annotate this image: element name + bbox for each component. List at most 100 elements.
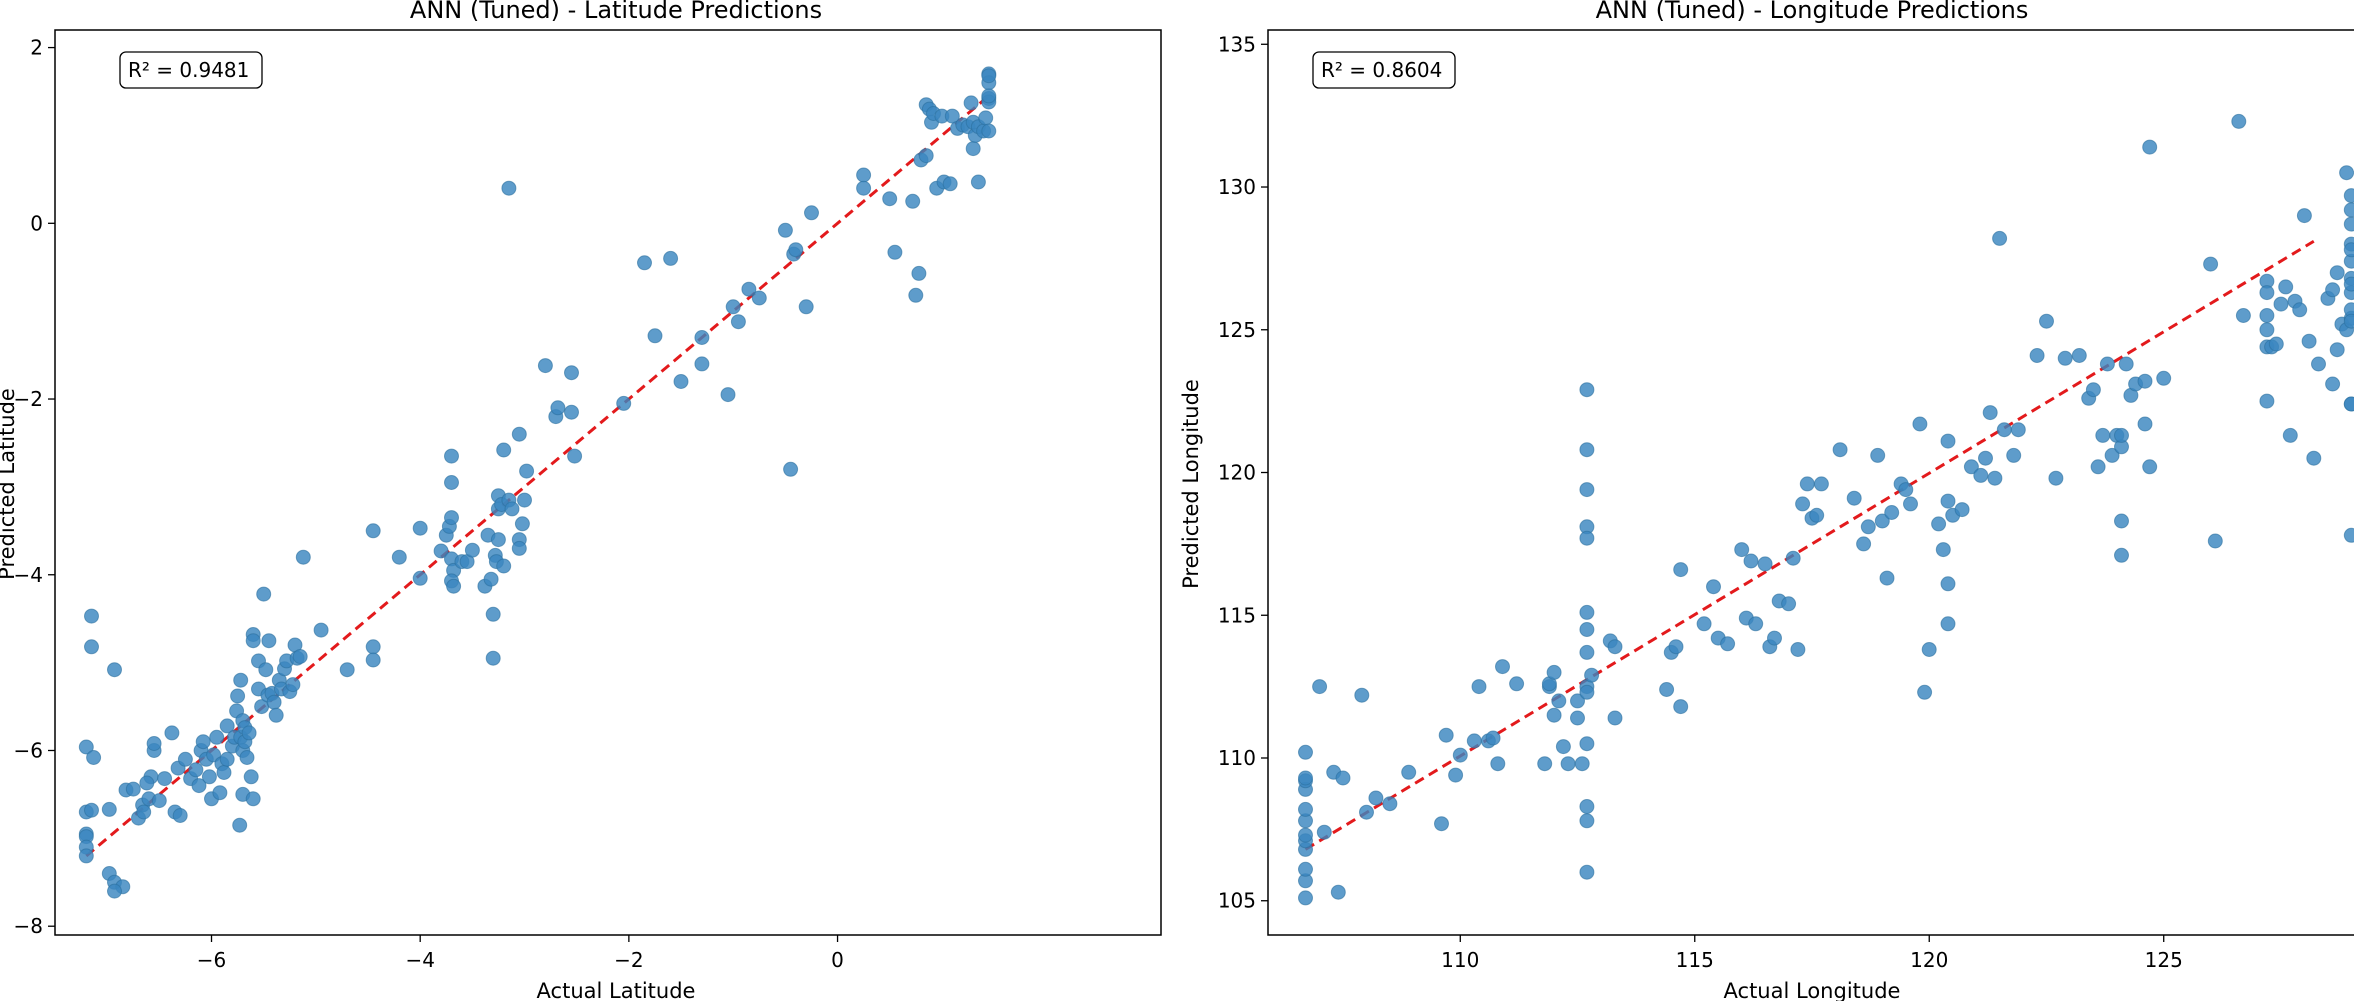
longitude-data-point xyxy=(1659,682,1675,697)
longitude-data-point xyxy=(1438,727,1454,743)
latitude-data-point xyxy=(485,650,501,666)
latitude-data-point xyxy=(391,549,407,565)
latitude-data-point xyxy=(519,463,535,479)
longitude-data-point xyxy=(1298,861,1313,877)
longitude-data-point xyxy=(2090,459,2106,475)
latitude-data-point xyxy=(365,523,381,539)
latitude-data-point xyxy=(908,287,924,303)
latitude-data-point xyxy=(139,775,155,791)
longitude-data-point xyxy=(2259,308,2275,323)
longitude-data-point xyxy=(2292,302,2308,318)
latitude-points xyxy=(78,66,997,899)
longitude-x-ticks: 110 115 120 125 xyxy=(1441,935,2183,972)
longitude-data-point xyxy=(1316,824,1332,840)
latitude-data-point xyxy=(517,492,532,508)
latitude-data-point xyxy=(918,148,934,164)
longitude-data-point xyxy=(1546,664,1562,680)
longitude-data-point xyxy=(1884,505,1900,520)
longitude-data-point xyxy=(2259,322,2275,338)
latitude-data-point xyxy=(887,244,903,260)
latitude-data-point xyxy=(616,395,632,411)
latitude-y-tick-label: −4 xyxy=(14,563,43,587)
latitude-data-point xyxy=(365,639,381,655)
latitude-data-point xyxy=(241,725,257,741)
latitude-data-point xyxy=(191,778,207,794)
longitude-data-point xyxy=(1935,542,1951,558)
longitude-plot-frame xyxy=(1267,29,2354,936)
latitude-data-point xyxy=(433,543,449,559)
longitude-x-tick-label: 120 xyxy=(1910,948,1948,972)
longitude-data-point xyxy=(1359,804,1374,820)
latitude-data-point xyxy=(136,804,152,820)
longitude-data-point xyxy=(1579,736,1595,752)
longitude-data-point xyxy=(2010,422,2026,438)
latitude-data-point xyxy=(741,281,757,297)
longitude-data-point xyxy=(2048,470,2064,486)
latitude-reference-line xyxy=(85,94,990,858)
longitude-data-point xyxy=(1743,553,1759,569)
longitude-data-point xyxy=(1813,476,1829,492)
longitude-data-point xyxy=(1607,710,1623,726)
latitude-data-point xyxy=(496,442,512,458)
latitude-data-point xyxy=(694,356,710,372)
longitude-data-point xyxy=(2231,113,2247,129)
latitude-data-point xyxy=(78,848,94,864)
longitude-data-point xyxy=(1471,679,1487,695)
longitude-data-point xyxy=(1579,604,1595,620)
latitude-data-point xyxy=(637,255,652,271)
latitude-data-point xyxy=(647,328,663,344)
latitude-data-point xyxy=(84,802,99,818)
longitude-data-point xyxy=(1448,767,1464,783)
latitude-y-axis-label: Predicted Latitude xyxy=(0,388,19,580)
longitude-x-tick-label: 115 xyxy=(1676,948,1714,972)
longitude-data-point xyxy=(1785,550,1801,566)
latitude-data-point xyxy=(219,718,235,734)
longitude-data-point xyxy=(2118,356,2134,372)
latitude-data-point xyxy=(694,330,710,345)
longitude-data-point xyxy=(1790,642,1806,657)
longitude-y-tick-label: 115 xyxy=(1218,603,1256,627)
latitude-data-point xyxy=(564,404,579,420)
longitude-data-point xyxy=(2142,139,2158,155)
latitude-data-point xyxy=(84,608,99,624)
latitude-r2-annotation: R² = 0.9481 xyxy=(128,58,249,82)
latitude-data-point xyxy=(483,571,499,587)
latitude-data-point xyxy=(157,771,173,787)
latitude-data-point xyxy=(981,88,997,104)
latitude-data-point xyxy=(511,426,527,442)
longitude-data-point xyxy=(1560,756,1576,772)
latitude-x-tick-label: −2 xyxy=(614,948,643,972)
latitude-x-tick-label: −4 xyxy=(405,948,434,972)
longitude-data-point xyxy=(2278,279,2294,295)
latitude-data-point xyxy=(84,639,99,655)
latitude-data-point xyxy=(256,586,272,602)
longitude-data-point xyxy=(1931,516,1947,532)
longitude-data-point xyxy=(1898,482,1914,498)
longitude-data-point xyxy=(1921,642,1937,657)
latitude-data-point xyxy=(514,516,530,532)
latitude-data-point xyxy=(751,290,767,306)
longitude-data-point xyxy=(1673,699,1689,715)
latitude-data-point xyxy=(444,448,459,464)
longitude-r2-annotation: R² = 0.8604 xyxy=(1321,58,1442,82)
longitude-data-point xyxy=(1579,382,1595,398)
longitude-data-point xyxy=(1734,542,1750,558)
longitude-data-point xyxy=(2029,348,2045,363)
latitude-data-point xyxy=(537,358,553,374)
longitude-data-point xyxy=(2057,350,2073,366)
latitude-data-point xyxy=(970,174,986,190)
latitude-data-point xyxy=(209,729,225,745)
longitude-data-point xyxy=(1696,616,1712,632)
latitude-data-point xyxy=(107,883,122,899)
latitude-data-point xyxy=(412,520,428,536)
longitude-data-point xyxy=(1757,556,1773,572)
longitude-data-point xyxy=(2343,188,2354,204)
latitude-data-point xyxy=(965,141,981,157)
longitude-data-point xyxy=(2099,356,2115,372)
longitude-data-point xyxy=(1485,730,1501,746)
longitude-data-point xyxy=(1673,562,1689,578)
latitude-data-point xyxy=(339,662,355,678)
longitude-data-point xyxy=(2296,208,2312,224)
longitude-data-point xyxy=(1490,756,1506,772)
latitude-data-point xyxy=(490,532,506,548)
